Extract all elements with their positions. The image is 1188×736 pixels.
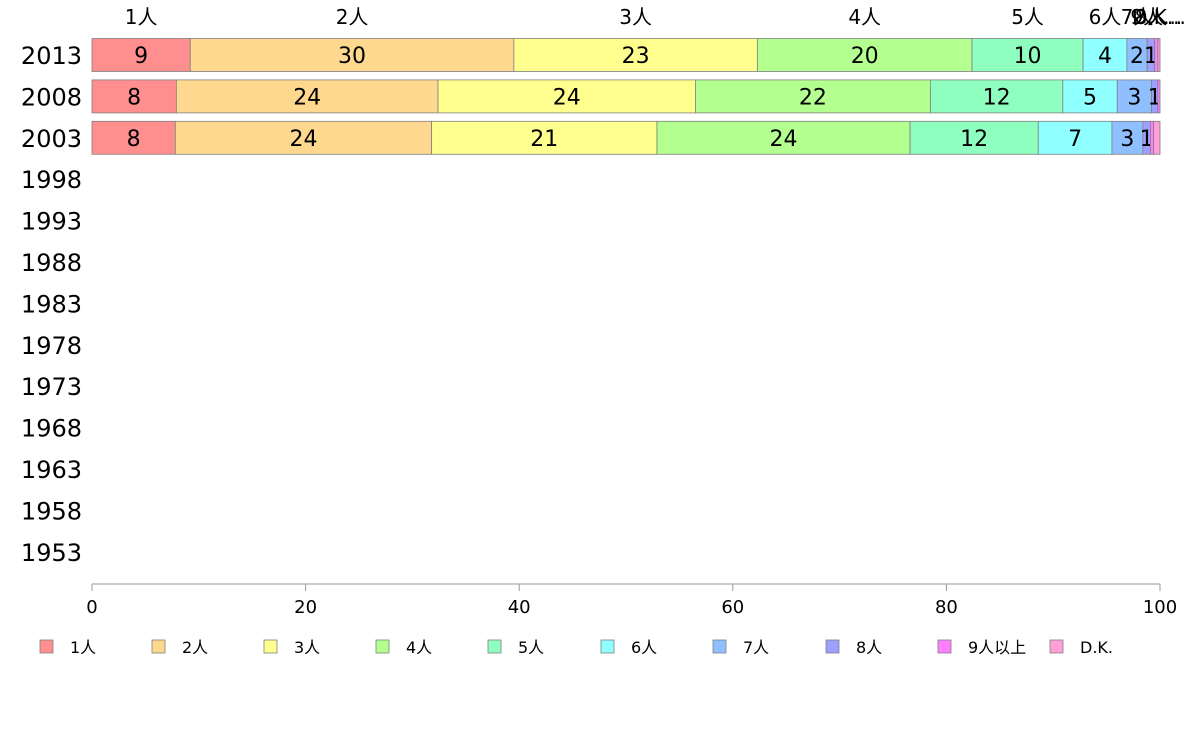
data-label: 30: [338, 44, 366, 69]
year-label: 2008: [21, 83, 82, 111]
category-top-label: 3人: [619, 5, 652, 29]
legend-swatch: [487, 639, 502, 654]
bar-segment: [656, 120, 911, 155]
data-label: 23: [622, 44, 650, 69]
legend-label: 4人: [406, 638, 432, 657]
bar-segment: [1082, 38, 1128, 72]
bar-segment: [431, 120, 658, 155]
year-label: 1988: [21, 249, 82, 277]
bar-segment: [756, 38, 973, 72]
bar-segment: [91, 120, 176, 155]
data-label: 24: [553, 85, 581, 110]
bar-segment: [1116, 79, 1152, 114]
year-label: 1983: [21, 290, 82, 318]
legend-label: D.K.: [1080, 638, 1113, 657]
x-tick-label: 100: [1143, 597, 1177, 618]
data-label: 12: [960, 127, 988, 152]
year-label: 1958: [21, 497, 82, 525]
x-tick-label: 0: [86, 597, 97, 618]
legend-swatch: [937, 639, 952, 654]
category-top-labels: 1人 2人 3人 4人 5人 6人 7人8人9人...D.K...: [125, 5, 1186, 29]
year-label: 1993: [21, 208, 82, 236]
data-label: 3: [1127, 85, 1141, 110]
legend-label: 5人: [518, 638, 544, 657]
legend-label: 9人以上: [968, 638, 1026, 657]
x-tick-label: 40: [508, 597, 531, 618]
data-label: 4: [1098, 44, 1112, 69]
data-label: 9: [134, 44, 148, 69]
legend-swatch: [600, 639, 615, 654]
category-top-label: 9人...: [1130, 5, 1182, 29]
bar-segment: [437, 79, 696, 114]
data-label: 5: [1083, 85, 1097, 110]
category-top-label: 2人: [336, 5, 369, 29]
x-tick-label: 80: [935, 597, 958, 618]
year-axis-labels: 2013 2008 2003 1998 1993 1988 1983 1978 1973 1968…: [21, 42, 82, 567]
data-label: 2: [1130, 44, 1144, 69]
x-tick-label: 60: [721, 597, 744, 618]
legend-swatch: [151, 639, 166, 654]
legend-swatch: [375, 639, 390, 654]
year-label: 2013: [21, 42, 82, 70]
legend: 1人 2人 3人 4人 5人 6人 7人 8人 9人以上 D.K.: [39, 638, 1113, 657]
year-label: 1963: [21, 456, 82, 484]
data-label: 8: [127, 127, 141, 152]
bar-segment: [1157, 79, 1161, 114]
x-axis: 0 20 40 60 80 100: [86, 583, 1177, 618]
bar-segment: [929, 79, 1064, 114]
bar-segment: [1062, 79, 1118, 114]
bar-segment: [175, 79, 439, 114]
legend-swatch: [39, 639, 54, 654]
legend-label: 7人: [743, 638, 769, 657]
legend-label: 2人: [182, 638, 208, 657]
bar-segment: [1153, 120, 1161, 155]
bar-segment: [1149, 120, 1154, 155]
bar-segment: [909, 120, 1039, 155]
data-label: 7: [1068, 127, 1082, 152]
category-top-label: 8人: [1135, 5, 1168, 29]
category-top-label: 4人: [848, 5, 881, 29]
data-label: 10: [1014, 44, 1042, 69]
legend-label: 3人: [294, 638, 320, 657]
bar-segment: [971, 38, 1084, 72]
year-label: 1973: [21, 373, 82, 401]
bar-segments: 9 30 23 20 10 4 2 18 24 24 22 12 5 3 18 24 21 24 12 7 3 1: [91, 38, 1162, 155]
data-label: 12: [983, 85, 1011, 110]
legend-swatch: [825, 639, 840, 654]
bar-segment: [189, 38, 515, 72]
year-label: 2003: [21, 125, 82, 153]
legend-label: 6人: [631, 638, 657, 657]
data-label: 24: [770, 127, 798, 152]
legend-swatch: [1049, 639, 1064, 654]
year-label: 1968: [21, 415, 82, 443]
legend-swatch: [263, 639, 278, 654]
bar-segment: [513, 38, 758, 72]
bar-segment: [1154, 38, 1159, 72]
data-label: 24: [293, 85, 321, 110]
category-top-label: D.K...: [1132, 5, 1186, 29]
year-label: 1998: [21, 166, 82, 194]
data-label: 22: [799, 85, 827, 110]
category-top-label: 6人: [1089, 5, 1122, 29]
category-top-label: 5人: [1011, 5, 1044, 29]
legend-label: 1人: [70, 638, 96, 657]
legend-swatch: [712, 639, 727, 654]
data-label: 3: [1120, 127, 1134, 152]
x-tick-label: 20: [294, 597, 317, 618]
bar-segment: [174, 120, 433, 155]
category-top-label: 7人: [1121, 5, 1154, 29]
legend-label: 8人: [856, 638, 882, 657]
data-label: 21: [530, 127, 558, 152]
bar-segment: [1037, 120, 1113, 155]
data-label: 20: [851, 44, 879, 69]
bar-segment: [1157, 38, 1161, 72]
data-label: 8: [127, 85, 141, 110]
category-top-label: 1人: [125, 5, 158, 29]
year-label: 1953: [21, 539, 82, 567]
year-label: 1978: [21, 332, 82, 360]
data-label: 24: [289, 127, 317, 152]
bar-segment: [695, 79, 931, 114]
